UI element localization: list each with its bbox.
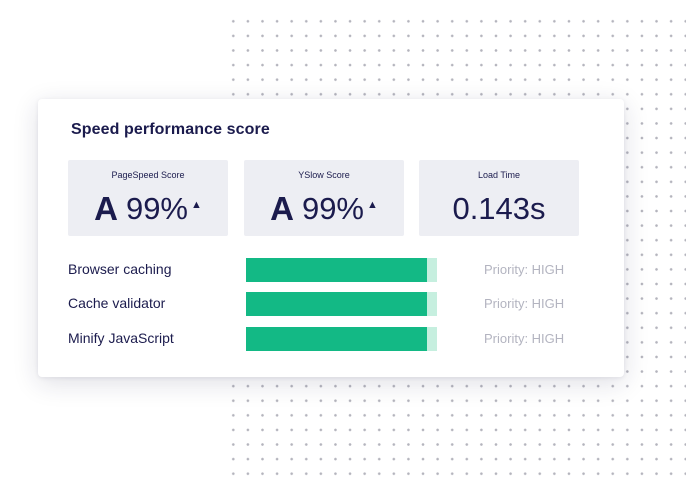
recommendation-score-bar <box>246 258 437 282</box>
load-time-seconds: 0.143s <box>452 190 546 226</box>
recommendation-label: Browser caching <box>68 261 172 277</box>
yslow-score-value: A 99% ▲ <box>244 188 404 228</box>
yslow-score-tile: YSlow Score A 99% ▲ <box>244 160 404 236</box>
recommendation-priority: Priority: HIGH <box>484 262 565 277</box>
load-time-value: 0.143s <box>419 188 579 228</box>
recommendation-score-bar <box>246 292 437 316</box>
pagespeed-percent: 99% <box>125 190 188 226</box>
trend-up-icon: ▲ <box>191 198 202 211</box>
pagespeed-score-label: PageSpeed Score <box>111 170 185 180</box>
recommendation-row: Browser caching Priority: HIGH <box>68 258 588 282</box>
recommendation-score-bar-fill <box>246 292 428 316</box>
recommendation-row: Minify JavaScript Priority: HIGH <box>68 327 588 351</box>
recommendation-row: Cache validator Priority: HIGH <box>68 292 588 316</box>
recommendation-label: Minify JavaScript <box>68 330 174 346</box>
pagespeed-score-value: A 99% ▲ <box>68 188 228 228</box>
recommendation-label: Cache validator <box>68 295 166 311</box>
recommendation-priority: Priority: HIGH <box>484 331 565 346</box>
yslow-percent: 99% <box>301 190 364 226</box>
yslow-score-label: YSlow Score <box>298 170 350 180</box>
yslow-grade: A <box>270 189 294 227</box>
load-time-label: Load Time <box>477 170 521 180</box>
pagespeed-grade: A <box>94 189 118 227</box>
recommendation-score-bar-fill <box>246 327 428 351</box>
recommendation-score-bar <box>246 327 437 351</box>
card-title: Speed performance score <box>71 121 270 138</box>
recommendation-priority: Priority: HIGH <box>484 296 565 311</box>
trend-up-icon: ▲ <box>367 198 378 211</box>
recommendation-score-bar-fill <box>246 258 428 282</box>
pagespeed-score-tile: PageSpeed Score A 99% ▲ <box>68 160 228 236</box>
speed-performance-card: Speed performance score PageSpeed Score … <box>38 99 624 377</box>
load-time-tile: Load Time 0.143s <box>419 160 579 236</box>
